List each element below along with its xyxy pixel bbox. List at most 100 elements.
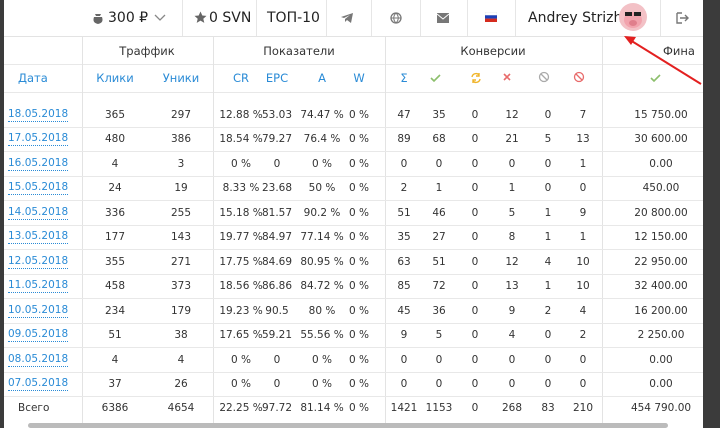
total-cell: 268 <box>501 402 523 415</box>
total-cell: 83 <box>541 402 555 415</box>
column-header: Уники <box>162 71 200 85</box>
cell: 18.54 % <box>219 133 263 146</box>
cell: 81.57 <box>261 206 293 219</box>
cell: 0 % <box>349 377 369 390</box>
cell: 26 <box>174 377 188 390</box>
telegram-icon[interactable] <box>341 12 354 24</box>
cell: 0 <box>400 353 408 366</box>
cell: 0 <box>435 353 443 366</box>
cell: 0 <box>435 377 443 390</box>
cell: 143 <box>170 231 192 244</box>
date-link[interactable]: 17.05.2018 <box>8 132 69 147</box>
cell: 0 <box>471 157 479 170</box>
cell: 50 % <box>308 182 336 195</box>
group-header: Фина <box>663 44 695 58</box>
balance[interactable]: 300 ₽ <box>108 10 149 26</box>
cell: 234 <box>104 304 126 317</box>
cell: 271 <box>170 255 192 268</box>
date-link[interactable]: 09.05.2018 <box>8 328 69 343</box>
cell: 0 % <box>312 157 332 170</box>
cell: 4 <box>111 157 119 170</box>
date-link[interactable]: 07.05.2018 <box>8 376 69 391</box>
cell: 0 <box>471 304 479 317</box>
cell: 17.65 % <box>219 329 263 342</box>
cell: 0 <box>579 353 587 366</box>
cell: 177 <box>104 231 126 244</box>
total-cell: 81.14 % <box>300 402 344 415</box>
group-header: Траффик <box>119 44 175 58</box>
scrollbar[interactable] <box>28 423 668 428</box>
cell: 0 % <box>312 377 332 390</box>
cell: 63 <box>397 255 411 268</box>
group-header: Конверсии <box>460 44 526 58</box>
cell: 89 <box>397 133 411 146</box>
column-header: Σ <box>400 71 408 85</box>
cell: 5 <box>544 133 552 146</box>
user-name[interactable]: Andrey Strizh <box>528 10 623 26</box>
cell: 19 <box>174 182 188 195</box>
cell: 51 <box>108 329 122 342</box>
date-link[interactable]: 11.05.2018 <box>8 279 69 294</box>
date-link[interactable]: 15.05.2018 <box>8 181 69 196</box>
date-link[interactable]: 14.05.2018 <box>8 205 69 220</box>
avatar[interactable] <box>618 2 648 32</box>
cell: 90.5 <box>265 304 289 317</box>
cell: 85 <box>397 280 411 293</box>
cell: 84.69 <box>261 255 293 268</box>
cell: 23.68 <box>261 182 293 195</box>
chevron[interactable] <box>154 14 166 22</box>
row-line <box>4 323 703 324</box>
top-link[interactable]: ТОП-10 <box>267 10 320 26</box>
date-link[interactable]: 12.05.2018 <box>8 254 69 269</box>
cell: 373 <box>170 280 192 293</box>
cell: 10 <box>576 280 590 293</box>
row-line <box>4 225 703 226</box>
cell: 46 <box>432 206 446 219</box>
cell: 1 <box>579 157 587 170</box>
group-header: Показатели <box>263 44 335 58</box>
cell: 5 <box>435 329 443 342</box>
cell: 10 <box>576 255 590 268</box>
cell: 0 <box>471 231 479 244</box>
cell: 53.03 <box>261 109 293 121</box>
cell: 79.27 <box>261 133 293 146</box>
cell: 0 <box>400 157 408 170</box>
cell: 0 <box>544 157 552 170</box>
cell: 0 % <box>231 157 251 170</box>
flag-icon[interactable] <box>485 12 497 22</box>
cell: 1 <box>544 206 552 219</box>
cell: 4 <box>111 353 119 366</box>
svn[interactable]: 0 SVN <box>209 10 252 26</box>
cell: 32 400.00 <box>634 280 688 293</box>
date-link[interactable]: 10.05.2018 <box>8 303 69 318</box>
cell: 45 <box>397 304 411 317</box>
cell: 1 <box>544 280 552 293</box>
cell: 179 <box>170 304 192 317</box>
cell: 0 % <box>349 109 369 121</box>
date-link[interactable]: 16.05.2018 <box>8 156 69 171</box>
cell: 12.88 % <box>219 109 263 121</box>
cell: 0 % <box>349 206 369 219</box>
total-cell: 97.72 <box>261 402 293 415</box>
cell: 13 <box>576 133 590 146</box>
cell: 0 <box>273 377 281 390</box>
total-cell: 1153 <box>425 402 453 415</box>
cell: 4 <box>579 304 587 317</box>
cell: 12 150.00 <box>634 231 688 244</box>
cell: 18.56 % <box>219 280 263 293</box>
date-link[interactable]: 13.05.2018 <box>8 230 69 245</box>
cell: 86.86 <box>261 280 293 293</box>
cell: 8 <box>508 231 516 244</box>
cell: 84.72 % <box>300 280 344 293</box>
page: 300 ₽ 0 SVN ТОП-10 Andrey Strizh Траффик… <box>4 0 703 428</box>
cell: 0.00 <box>649 353 673 366</box>
date-link[interactable]: 08.05.2018 <box>8 352 69 367</box>
mail-icon[interactable] <box>437 13 449 23</box>
globe-icon[interactable] <box>390 12 402 24</box>
cell: 0 <box>273 353 281 366</box>
date-link[interactable]: 18.05.2018 <box>8 108 69 122</box>
cell: 0 % <box>312 353 332 366</box>
col-line <box>385 37 386 423</box>
logout-icon[interactable] <box>676 12 689 24</box>
cell: 2 <box>579 329 587 342</box>
